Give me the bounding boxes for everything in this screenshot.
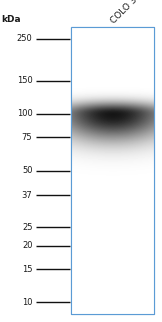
Text: COLO 38: COLO 38 [110,0,144,26]
Bar [71,27,154,314]
Text: 75: 75 [22,133,32,142]
Text: 10: 10 [22,298,32,307]
Text: 37: 37 [22,191,32,200]
Text: 15: 15 [22,265,32,274]
Text: 20: 20 [22,241,32,250]
Text: kDa: kDa [2,15,21,24]
Text: 25: 25 [22,223,32,232]
Bar [71,27,154,314]
Text: 50: 50 [22,166,32,175]
Text: 250: 250 [17,34,32,43]
Text: 100: 100 [17,109,32,118]
Text: 150: 150 [17,76,32,85]
